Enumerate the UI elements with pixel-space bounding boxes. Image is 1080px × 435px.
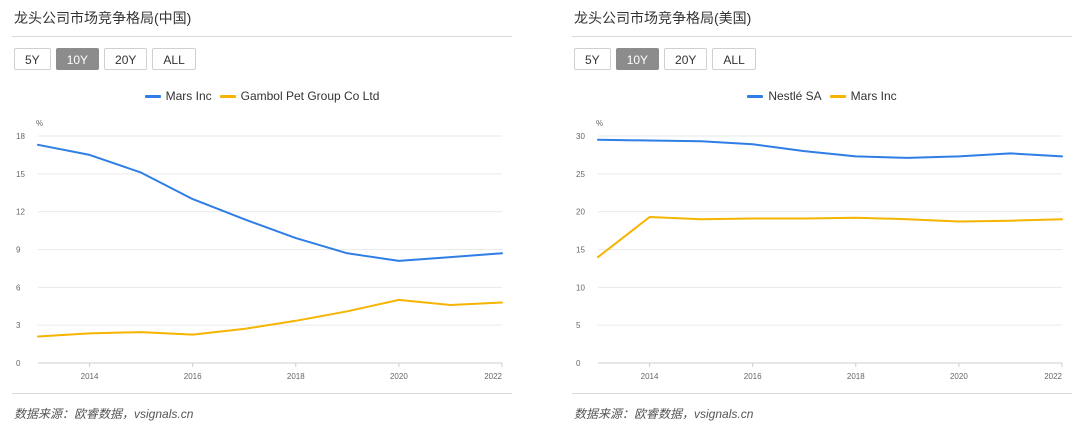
y-tick-label: 6 [16,283,21,292]
series-line [597,138,1063,159]
chart-title: 龙头公司市场竞争格局(美国) [574,10,752,26]
x-tick-label: 2020 [390,372,408,381]
legend-label: Nestlé SA [768,89,822,103]
legend-label: Mars Inc [850,89,897,103]
legend-item[interactable]: Mars Inc [829,89,897,103]
series-line [37,298,503,338]
series-line [597,216,1063,259]
y-tick-label: 3 [16,321,21,330]
y-tick-label: 18 [16,132,25,141]
legend-label: Gambol Pet Group Co Ltd [240,89,380,103]
line-chart: % 0 3 6 9 12 15 18 2014 2016 2018 2020 2022 [16,119,503,381]
x-tick-label: 2022 [1044,372,1062,381]
y-tick-label: 0 [16,359,21,368]
range-button-all[interactable]: ALL [152,48,196,70]
title-divider [572,36,1072,37]
chart-panel-usa: 龙头公司市场竞争格局(美国) 5Y 10Y 20Y ALL Nestlé SA … [572,0,1072,435]
y-unit-label: % [596,119,603,128]
y-tick-label: 0 [576,359,581,368]
range-button-10y[interactable]: 10Y [615,48,660,70]
y-unit-label: % [36,119,43,128]
legend-swatch [219,94,236,98]
range-button-20y[interactable]: 20Y [664,48,708,70]
series-line [37,143,503,262]
range-selector: 5Y 10Y 20Y ALL [574,48,756,70]
legend-swatch [829,94,846,98]
legend-swatch [144,94,161,98]
range-button-10y[interactable]: 10Y [55,48,100,70]
data-source: 数据来源：欧睿数据，vsignals.cn [14,407,194,421]
range-button-5y[interactable]: 5Y [14,48,51,70]
y-tick-label: 15 [16,170,25,179]
legend-swatch [747,94,764,98]
x-tick-label: 2018 [287,372,305,381]
y-tick-label: 15 [576,246,585,255]
legend-item[interactable]: Nestlé SA [747,89,822,103]
y-tick-label: 25 [576,170,585,179]
chart-title: 龙头公司市场竞争格局(中国) [14,10,192,26]
y-tick-label: 9 [16,246,21,255]
y-tick-label: 20 [576,208,585,217]
line-chart: % 0 5 10 15 20 25 30 2014 2016 2018 2020 2022 [576,119,1063,381]
range-button-20y[interactable]: 20Y [104,48,148,70]
title-divider [12,36,512,37]
x-tick-label: 2016 [184,372,202,381]
x-tick-label: 2014 [81,372,99,381]
footer-divider [572,393,1072,394]
chart-legend: Mars Inc Gambol Pet Group Co Ltd [12,89,512,103]
x-tick-label: 2014 [641,372,659,381]
legend-label: Mars Inc [165,89,212,103]
x-tick-label: 2018 [847,372,865,381]
range-button-5y[interactable]: 5Y [574,48,611,70]
y-tick-label: 12 [16,208,25,217]
range-selector: 5Y 10Y 20Y ALL [14,48,196,70]
y-tick-label: 10 [576,283,585,292]
x-tick-label: 2016 [744,372,762,381]
y-tick-label: 30 [576,132,585,141]
legend-item[interactable]: Gambol Pet Group Co Ltd [219,89,380,103]
chart-legend: Nestlé SA Mars Inc [572,89,1072,103]
range-button-all[interactable]: ALL [712,48,756,70]
legend-item[interactable]: Mars Inc [144,89,212,103]
y-tick-label: 5 [576,321,581,330]
x-tick-label: 2022 [484,372,502,381]
x-tick-label: 2020 [950,372,968,381]
data-source: 数据来源：欧睿数据，vsignals.cn [574,407,754,421]
footer-divider [12,393,512,394]
chart-panel-china: 龙头公司市场竞争格局(中国) 5Y 10Y 20Y ALL Mars Inc G… [12,0,512,435]
